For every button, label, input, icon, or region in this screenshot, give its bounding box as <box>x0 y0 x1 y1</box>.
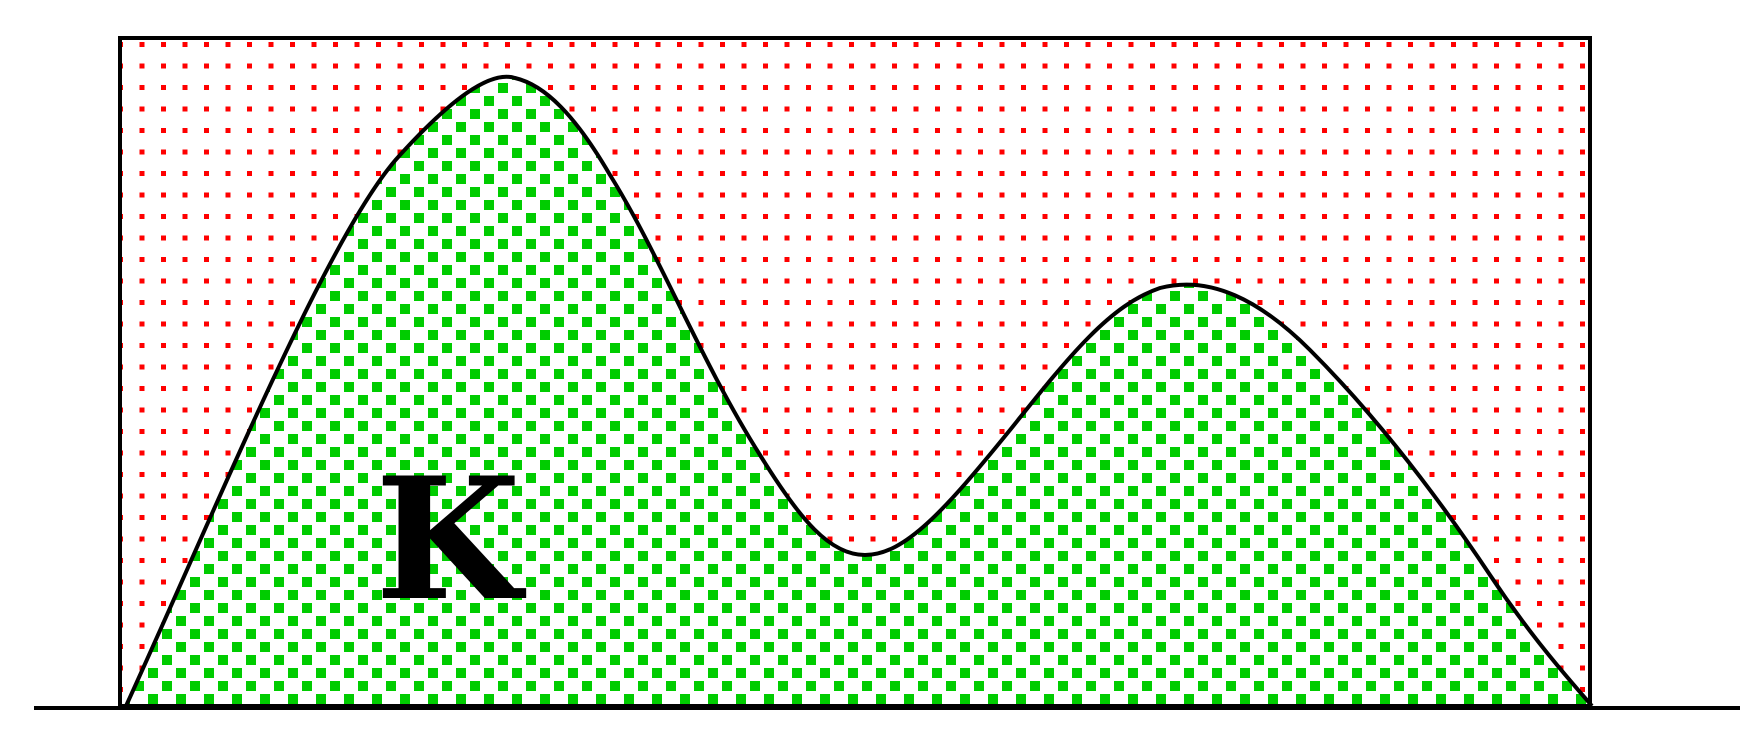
region-k-label: K <box>375 440 527 638</box>
region-k-pattern <box>126 76 1590 706</box>
boundary-curve <box>124 74 1594 708</box>
